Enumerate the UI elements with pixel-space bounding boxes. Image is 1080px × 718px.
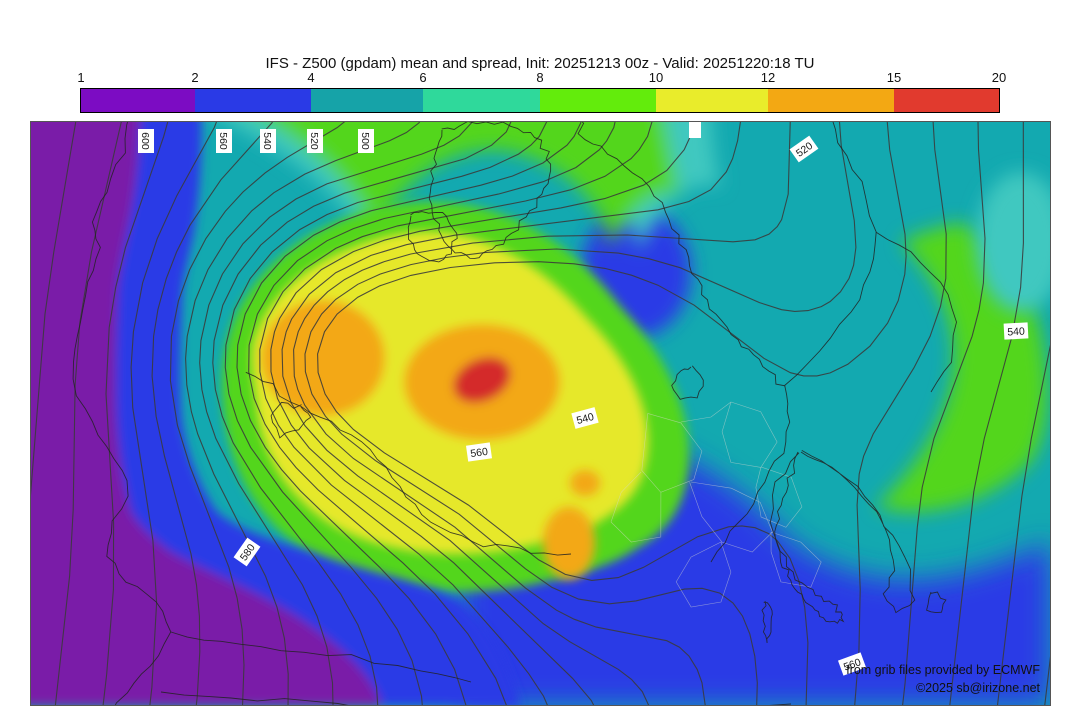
svg-text:600: 600 xyxy=(139,132,151,150)
svg-text:500: 500 xyxy=(359,132,371,150)
svg-text:560: 560 xyxy=(470,446,489,460)
svg-text:520: 520 xyxy=(308,132,320,150)
svg-text:540: 540 xyxy=(1007,326,1025,339)
svg-text:560: 560 xyxy=(217,132,229,150)
svg-text:540: 540 xyxy=(261,132,273,150)
